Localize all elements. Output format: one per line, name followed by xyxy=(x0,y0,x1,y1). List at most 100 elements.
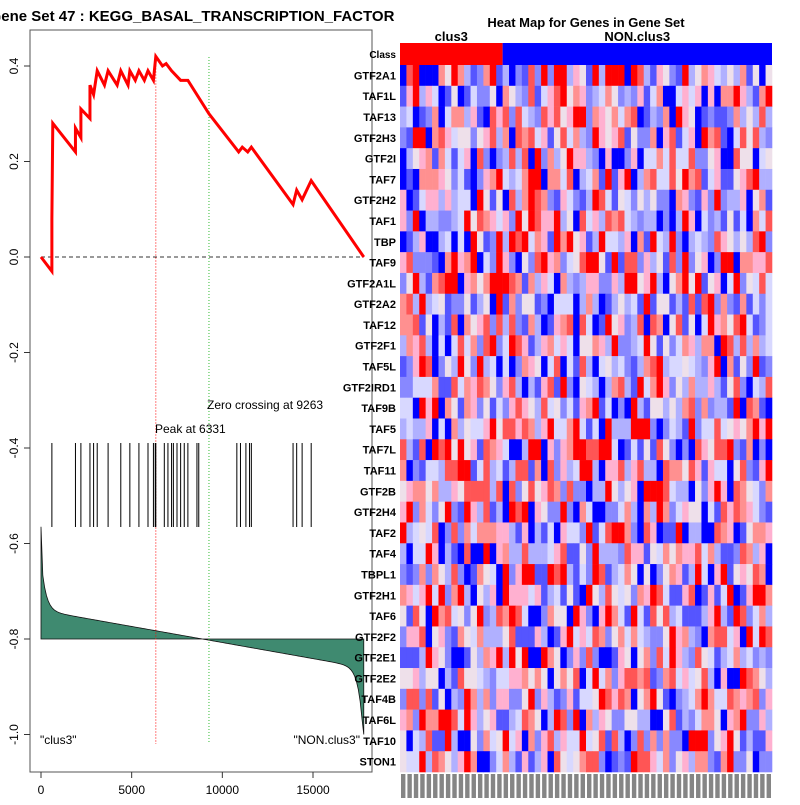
heatmap-cell xyxy=(566,605,574,627)
heatmap-cell xyxy=(515,210,523,232)
heatmap-cell xyxy=(695,626,702,648)
heatmap-cell xyxy=(541,564,548,586)
gene-label: GTF2F2 xyxy=(355,632,396,644)
heatmap-cell xyxy=(573,543,580,565)
heatmap-cell xyxy=(739,564,747,586)
heatmap-cell xyxy=(688,293,696,315)
heatmap-cell xyxy=(592,127,600,149)
heatmap-cell xyxy=(630,335,638,357)
heatmap-cell xyxy=(432,210,439,232)
heatmap-cell xyxy=(560,168,568,191)
heatmap-cell xyxy=(541,127,548,149)
heatmap-cell xyxy=(444,730,452,752)
heatmap-cell xyxy=(553,501,561,523)
heatmap-cell xyxy=(720,564,728,586)
heatmap-cell xyxy=(425,127,433,149)
heatmap-cell xyxy=(714,668,721,690)
heatmap-cell xyxy=(489,480,497,502)
heatmap-cell xyxy=(534,397,542,419)
heatmap-cell xyxy=(695,397,702,419)
y-tick-label: 0.2 xyxy=(7,153,21,170)
heatmap-cell xyxy=(611,668,619,690)
heatmap-cell xyxy=(650,522,657,544)
heatmap-cell xyxy=(509,335,516,357)
heatmap-cell xyxy=(483,605,491,627)
heatmap-cell xyxy=(444,605,452,627)
heatmap-cell xyxy=(759,85,766,107)
heatmap-cell xyxy=(451,688,459,710)
heatmap-cell xyxy=(515,460,523,482)
heatmap-cell xyxy=(528,293,535,315)
heatmap-cell xyxy=(586,314,593,336)
heatmap-cell xyxy=(438,376,446,399)
heatmap-cell xyxy=(727,626,734,648)
heatmap-cell xyxy=(752,688,760,710)
heatmap-cell xyxy=(650,127,657,149)
heatmap-cell xyxy=(733,480,741,502)
heatmap-cell xyxy=(586,231,593,253)
heatmap-cell xyxy=(592,148,600,170)
heatmap-cell xyxy=(509,148,516,170)
heatmap-cell xyxy=(630,501,638,523)
heatmap-cell xyxy=(412,356,420,378)
heatmap-cell xyxy=(566,106,574,128)
heatmap-cell xyxy=(675,584,683,606)
heatmap-cell xyxy=(656,522,664,544)
heatmap-cell xyxy=(425,210,433,232)
heatmap-cell xyxy=(496,272,503,295)
heatmap-cell xyxy=(752,356,760,378)
heatmap-cell xyxy=(432,252,439,274)
heatmap-cell xyxy=(579,272,587,295)
heatmap-cell xyxy=(605,293,612,315)
heatmap-cell xyxy=(451,751,459,773)
heatmap-cell xyxy=(400,127,407,149)
heatmap-cell xyxy=(425,605,433,627)
heatmap-cell xyxy=(765,439,773,461)
heatmap-cell xyxy=(457,460,465,482)
heatmap-cell xyxy=(400,647,407,669)
heatmap-cell xyxy=(765,293,773,315)
heatmap-cell xyxy=(727,751,734,773)
heatmap-cell xyxy=(515,65,523,87)
heatmap-cell xyxy=(560,272,568,295)
heatmap-cell xyxy=(662,356,670,378)
heatmap-cell xyxy=(637,709,645,731)
heatmap-cell xyxy=(425,688,433,710)
heatmap-cell xyxy=(489,335,497,357)
heatmap-cell xyxy=(727,501,734,523)
heatmap-cell xyxy=(662,584,670,606)
heatmap-cell xyxy=(502,231,510,253)
gene-label: GTF2H3 xyxy=(354,133,396,145)
heatmap-cell xyxy=(605,480,612,502)
heatmap-cell xyxy=(412,647,420,669)
heatmap-cell xyxy=(509,252,516,274)
heatmap-cell xyxy=(573,751,580,773)
heatmap-cell xyxy=(541,252,548,274)
heatmap-cell xyxy=(457,688,465,710)
heatmap-cell xyxy=(592,210,600,232)
heatmap-cell xyxy=(739,210,747,232)
heatmap-cell xyxy=(662,293,670,315)
heatmap-cell xyxy=(444,480,452,502)
heatmap-cell xyxy=(438,168,446,191)
heatmap-cell xyxy=(579,688,587,710)
heatmap-cell xyxy=(695,356,702,378)
heatmap-cell xyxy=(688,148,696,170)
heatmap-cell xyxy=(547,231,555,253)
heatmap-cell xyxy=(707,65,715,87)
heatmap-cell xyxy=(528,418,535,440)
heatmap-cell xyxy=(419,418,426,440)
heatmap-cell xyxy=(489,189,497,211)
heatmap-cell xyxy=(643,439,651,461)
heatmap-cell xyxy=(419,252,426,274)
heatmap-cell xyxy=(598,605,606,627)
heatmap-cell xyxy=(611,418,619,440)
left-group-label: "clus3" xyxy=(40,733,77,747)
heatmap-cell xyxy=(464,148,471,170)
heatmap-cell xyxy=(521,522,529,544)
heatmap-cell xyxy=(733,730,741,752)
heatmap-cell xyxy=(630,65,638,87)
heatmap-cell xyxy=(573,688,580,710)
heatmap-cell xyxy=(637,501,645,523)
heatmap-cell xyxy=(675,168,683,191)
